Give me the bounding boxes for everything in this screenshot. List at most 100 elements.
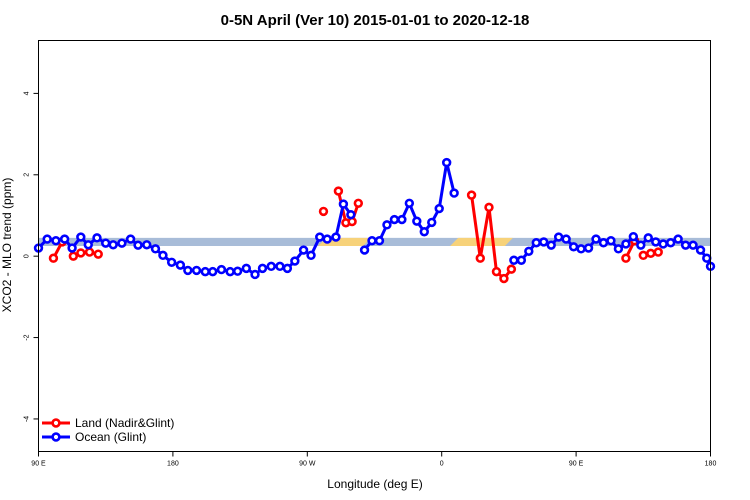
- data-point: [695, 245, 706, 255]
- series-layer: [33, 157, 716, 284]
- legend-item-ocean: Ocean (Glint): [42, 430, 146, 444]
- legend-marker: [51, 418, 61, 428]
- data-point: [475, 253, 485, 263]
- data-point: [183, 265, 193, 276]
- data-point: [702, 253, 712, 263]
- data-point: [531, 238, 541, 248]
- data-point: [441, 157, 452, 168]
- data-point: [561, 234, 571, 244]
- data-point: [568, 242, 579, 252]
- series-ocean: [33, 157, 716, 280]
- data-point: [434, 203, 444, 214]
- data-point: [546, 240, 556, 250]
- data-point: [382, 220, 392, 230]
- data-point: [688, 240, 698, 250]
- data-point: [42, 234, 52, 244]
- series-land: [48, 186, 663, 284]
- data-point: [275, 261, 285, 272]
- data-point: [591, 234, 601, 244]
- data-point: [466, 190, 477, 200]
- data-point: [125, 234, 136, 244]
- data-point: [449, 188, 459, 198]
- x-tick-label: 180: [705, 461, 717, 468]
- data-point: [583, 243, 594, 253]
- data-point: [318, 206, 329, 217]
- data-point: [576, 244, 586, 254]
- data-point: [638, 250, 648, 261]
- data-point: [117, 238, 127, 248]
- data-point: [93, 249, 103, 259]
- data-point: [359, 245, 370, 255]
- data-point: [404, 198, 415, 208]
- data-point: [250, 269, 260, 280]
- data-point: [598, 238, 609, 248]
- data-point: [412, 216, 422, 226]
- data-point: [191, 265, 202, 276]
- y-axis: -4 -2 0 2 4: [24, 91, 39, 422]
- data-point: [282, 263, 293, 274]
- data-point: [499, 273, 509, 284]
- data-point: [67, 243, 77, 253]
- data-point: [419, 227, 429, 237]
- data-point: [208, 266, 218, 277]
- data-point: [628, 231, 639, 242]
- data-point: [389, 214, 400, 225]
- x-tick-label: 180: [167, 461, 179, 468]
- data-point: [374, 236, 385, 246]
- data-point: [232, 266, 243, 276]
- data-point: [516, 255, 527, 265]
- data-point: [539, 237, 549, 247]
- data-point: [315, 232, 325, 242]
- y-tick-label: 2: [24, 173, 31, 177]
- x-tick-label: 90 E: [569, 461, 584, 468]
- data-point: [290, 256, 300, 266]
- data-point: [346, 209, 356, 220]
- data-point: [491, 266, 502, 277]
- data-point: [150, 244, 161, 254]
- legend: Land (Nadir&Glint)Ocean (Glint): [42, 416, 174, 444]
- zero-band-land-1: [450, 237, 513, 246]
- data-point: [306, 250, 316, 261]
- x-axis-label: Longitude (deg E): [327, 477, 422, 491]
- data-point: [76, 232, 86, 242]
- data-point: [298, 245, 309, 255]
- data-point: [636, 240, 646, 250]
- data-point: [166, 257, 177, 267]
- data-point: [353, 198, 364, 208]
- data-point: [338, 199, 349, 209]
- data-point: [506, 264, 517, 274]
- data-point: [606, 236, 616, 246]
- data-point: [621, 239, 631, 249]
- data-point: [68, 251, 79, 261]
- data-point: [646, 248, 656, 259]
- data-point: [83, 240, 93, 250]
- data-point: [653, 247, 663, 257]
- x-tick-label: 0: [440, 461, 444, 468]
- data-point: [553, 232, 564, 242]
- data-point: [158, 250, 168, 261]
- data-point: [621, 253, 631, 263]
- data-point: [59, 234, 70, 244]
- y-tick-label: 4: [24, 91, 31, 95]
- x-tick-label: 90 W: [299, 461, 316, 468]
- data-point: [108, 240, 118, 250]
- legend-label: Ocean (Glint): [75, 430, 146, 444]
- x-axis: 90 E 180 90 W 0 90 E 180: [31, 451, 717, 468]
- data-point: [100, 238, 111, 248]
- data-point: [665, 238, 676, 248]
- data-point: [92, 233, 102, 243]
- data-point: [524, 246, 534, 256]
- data-point: [133, 240, 143, 250]
- data-point: [333, 186, 344, 196]
- data-point: [257, 263, 268, 274]
- legend-item-land: Land (Nadir&Glint): [42, 416, 174, 430]
- data-point: [216, 264, 227, 275]
- legend-marker: [51, 432, 61, 442]
- data-point: [84, 247, 95, 257]
- data-point: [175, 260, 186, 270]
- data-point: [680, 240, 691, 250]
- data-point: [322, 234, 332, 244]
- legend-label: Land (Nadir&Glint): [75, 416, 174, 430]
- data-point: [331, 232, 341, 242]
